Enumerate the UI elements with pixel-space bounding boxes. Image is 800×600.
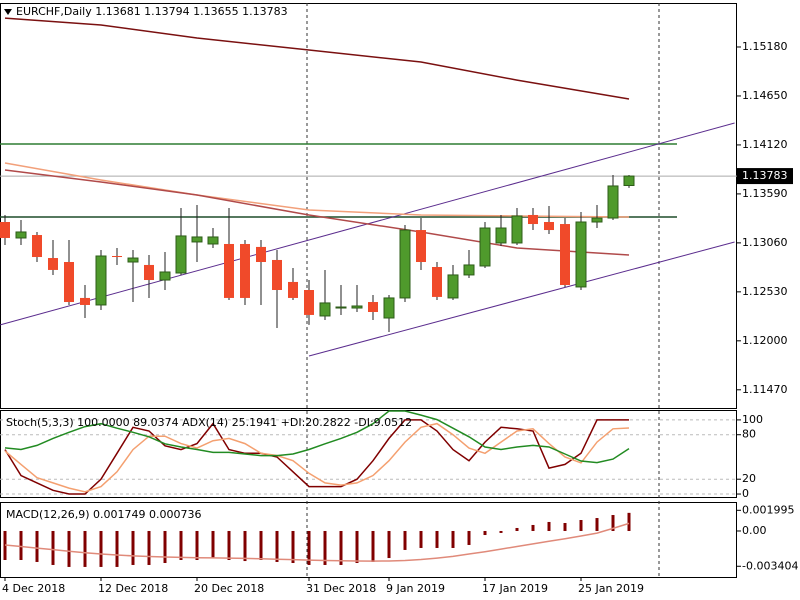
menu-triangle[interactable] [4, 9, 12, 15]
candle-body [288, 281, 298, 298]
y-tick-label: 0.00 [742, 524, 767, 537]
y-tick-label: 100 [742, 413, 763, 426]
candle-body [256, 246, 266, 263]
candle-body [560, 224, 570, 286]
x-tick-label: 12 Dec 2018 [98, 582, 168, 595]
candle-body [32, 235, 42, 258]
x-tick-label: 31 Dec 2018 [306, 582, 376, 595]
stoch-pane [0, 410, 737, 498]
y-tick-label: 1.13060 [742, 236, 788, 249]
y-tick-label: 20 [742, 472, 756, 485]
candle-body [240, 243, 250, 298]
y-tick-label: 1.14120 [742, 138, 788, 151]
candle-body [335, 306, 347, 309]
candle-body [495, 227, 507, 244]
y-tick-label: 1.14650 [742, 89, 788, 102]
candle-body [144, 264, 154, 281]
candle-body [207, 236, 219, 245]
y-tick-label: 1.13590 [742, 187, 788, 200]
main-pane [0, 3, 737, 409]
candle-body [432, 266, 442, 297]
y-tick-label: 1.15180 [742, 40, 788, 53]
candle-body [95, 255, 107, 306]
macd-pane [0, 502, 737, 578]
price-label: 1.13783 [742, 169, 788, 182]
macd-title: MACD(12,26,9) 0.001749 0.000736 [6, 508, 202, 521]
y-tick-label: 1.11470 [742, 383, 788, 396]
x-tick-label: 4 Dec 2018 [2, 582, 65, 595]
signal-line [4, 522, 630, 562]
x-tick-label: 25 Jan 2019 [578, 582, 644, 595]
y-tick-label: 1.12530 [742, 285, 788, 298]
trend-line [308, 241, 735, 357]
indicator-line [4, 410, 630, 464]
candle-body [544, 221, 554, 231]
candle-body [623, 175, 635, 186]
candle-body [0, 221, 10, 238]
candle-body [383, 297, 395, 319]
candle-body [15, 231, 27, 239]
candle-body [127, 257, 139, 263]
y-tick-label: 0 [742, 487, 749, 500]
candle-body [607, 185, 619, 219]
moving-average [4, 169, 630, 256]
candle-body [575, 221, 587, 288]
moving-average [4, 17, 630, 100]
candle-body [48, 258, 58, 270]
candle-body [272, 259, 282, 291]
y-tick-label: -0.003404 [742, 559, 798, 572]
x-tick-label: 9 Jan 2019 [386, 582, 445, 595]
candle-body [399, 229, 411, 299]
y-tick-label: 0.001995 [742, 503, 795, 516]
candle-body [463, 264, 475, 276]
y-tick-label: 1.12000 [742, 334, 788, 347]
candle-body [591, 217, 603, 223]
price-label-box [737, 168, 793, 185]
candle-body [191, 236, 203, 243]
main-title: EURCHF,Daily 1.13681 1.13794 1.13655 1.1… [16, 5, 288, 18]
candle-body [511, 215, 523, 244]
candle-body [368, 302, 378, 312]
candle-body [416, 230, 426, 263]
stoch-title: Stoch(5,3,3) 100.0000 89.0374 ADX(14) 25… [6, 416, 412, 429]
indicator-line [4, 422, 630, 493]
candle-body [159, 271, 171, 281]
candle-body [528, 214, 538, 225]
candle-body [64, 262, 74, 303]
main-plot [0, 17, 737, 357]
candle-body [479, 227, 491, 267]
candle-body [319, 302, 331, 317]
x-tick-label: 17 Jan 2019 [482, 582, 548, 595]
candle-body [80, 297, 90, 305]
candle-body [304, 290, 314, 315]
x-tick-label: 20 Dec 2018 [194, 582, 264, 595]
candle-body [175, 235, 187, 274]
y-tick-label: 80 [742, 428, 756, 441]
candle-body [447, 274, 459, 299]
candle-body [112, 255, 122, 258]
candle-body [224, 243, 234, 298]
candle-body [351, 305, 363, 309]
